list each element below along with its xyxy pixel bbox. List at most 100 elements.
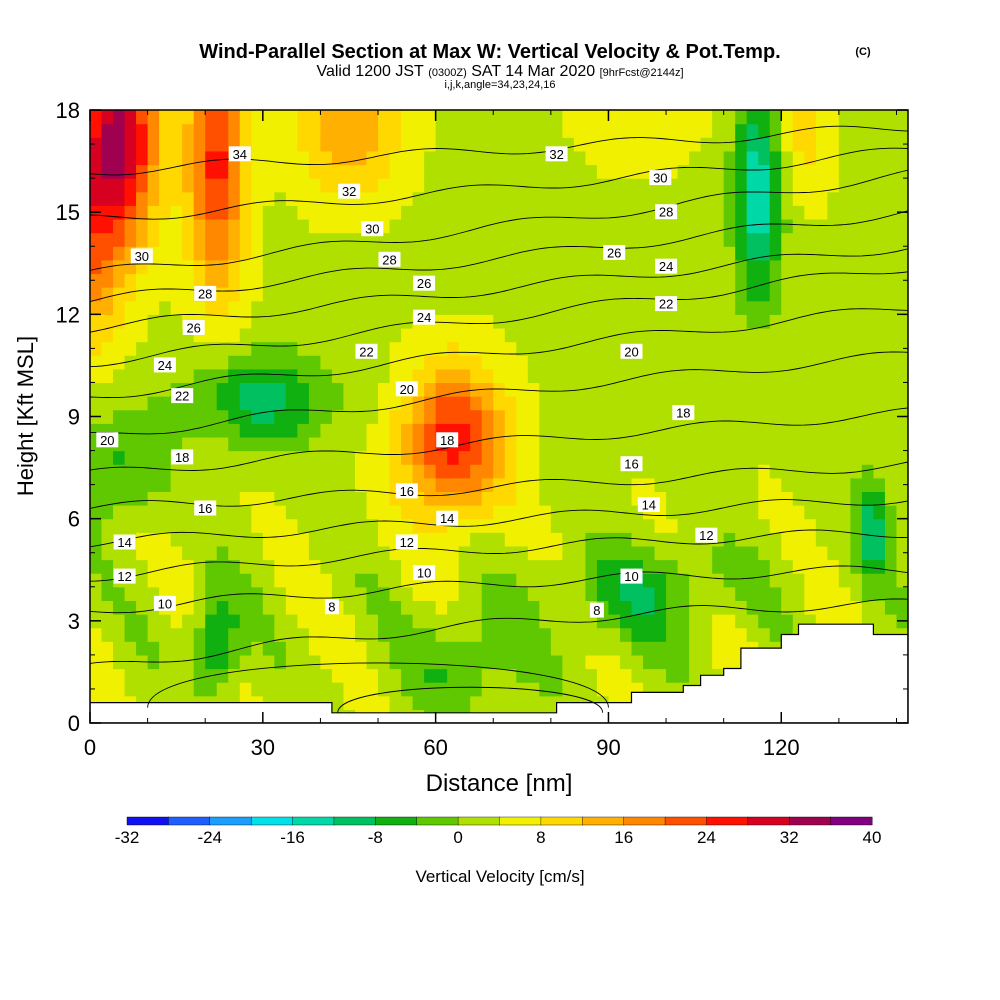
w-cell — [239, 273, 252, 288]
w-cell — [573, 355, 587, 370]
w-cell — [666, 423, 679, 438]
w-cell — [677, 559, 690, 574]
w-cell — [470, 600, 483, 615]
w-cell — [815, 545, 828, 561]
y-tick-label: 12 — [56, 302, 80, 327]
w-cell — [861, 436, 875, 452]
w-cell — [619, 532, 633, 547]
w-cell — [631, 218, 644, 234]
w-cell — [447, 178, 460, 193]
w-cell — [113, 178, 126, 193]
w-cell — [458, 300, 471, 315]
w-cell — [228, 259, 241, 275]
w-cell — [354, 123, 368, 138]
contour-label: 28 — [382, 252, 396, 267]
w-cell — [884, 464, 898, 479]
w-cell — [136, 423, 149, 438]
w-cell — [389, 627, 402, 642]
w-cell — [481, 300, 494, 315]
w-cell — [274, 368, 287, 384]
w-cell — [504, 505, 517, 520]
w-cell — [850, 450, 863, 465]
w-cell — [470, 368, 483, 384]
w-cell — [769, 368, 782, 384]
w-cell — [481, 150, 494, 166]
w-cell — [596, 368, 610, 384]
w-cell — [850, 396, 863, 411]
w-cell — [562, 641, 575, 656]
w-cell — [285, 110, 298, 125]
w-cell — [366, 314, 379, 329]
w-cell — [712, 654, 725, 670]
w-cell — [354, 110, 368, 125]
w-cell — [493, 123, 506, 138]
w-cell — [354, 518, 368, 533]
w-cell — [124, 396, 137, 411]
w-cell — [447, 137, 460, 152]
w-cell — [216, 627, 229, 642]
w-cell — [274, 218, 287, 234]
w-cell — [124, 682, 137, 697]
w-cell — [804, 600, 817, 615]
w-cell — [458, 600, 471, 615]
w-cell — [159, 232, 172, 247]
w-cell — [274, 614, 287, 629]
w-cell — [228, 218, 241, 234]
w-cell — [251, 559, 264, 574]
w-cell — [320, 164, 333, 179]
w-cell — [550, 232, 563, 247]
w-cell — [619, 641, 633, 656]
w-cell — [550, 178, 563, 193]
w-cell — [861, 600, 875, 615]
w-cell — [815, 300, 828, 315]
w-cell — [366, 150, 379, 166]
w-cell — [147, 150, 160, 166]
w-cell — [677, 205, 690, 220]
w-cell — [159, 436, 172, 452]
w-cell — [873, 423, 886, 438]
w-cell — [170, 614, 183, 629]
w-cell — [700, 641, 713, 656]
w-cell — [585, 137, 598, 152]
w-cell — [712, 382, 725, 397]
w-cell — [712, 150, 725, 166]
w-cell — [562, 110, 575, 125]
w-cell — [516, 559, 529, 574]
w-cell — [562, 232, 575, 247]
w-cell — [159, 545, 172, 561]
w-cell — [608, 355, 621, 370]
w-cell — [101, 137, 114, 152]
w-cell — [827, 545, 840, 561]
w-cell — [285, 600, 298, 615]
w-cell — [285, 409, 298, 424]
w-cell — [781, 409, 794, 424]
w-cell — [527, 382, 540, 397]
w-cell — [712, 436, 725, 452]
w-cell — [193, 436, 206, 452]
w-cell — [689, 287, 702, 302]
w-cell — [124, 641, 137, 656]
w-cell — [643, 273, 656, 288]
w-cell — [712, 273, 725, 288]
w-cell — [274, 273, 287, 288]
w-cell — [228, 586, 241, 601]
colorbar — [126, 816, 873, 826]
w-cell — [850, 259, 863, 275]
w-cell — [239, 218, 252, 234]
contour-label-box — [378, 251, 401, 267]
w-cell — [596, 464, 610, 479]
w-cell — [239, 436, 252, 452]
w-cell — [366, 518, 379, 533]
w-cell — [585, 246, 598, 261]
w-cell — [804, 218, 817, 234]
w-cell — [470, 300, 483, 315]
w-cell — [516, 273, 529, 288]
w-cell — [781, 246, 794, 261]
w-cell — [458, 164, 471, 179]
w-cell — [850, 355, 863, 370]
w-cell — [320, 505, 333, 520]
w-cell — [493, 259, 506, 275]
w-cell — [712, 586, 725, 601]
w-cell — [804, 164, 817, 179]
